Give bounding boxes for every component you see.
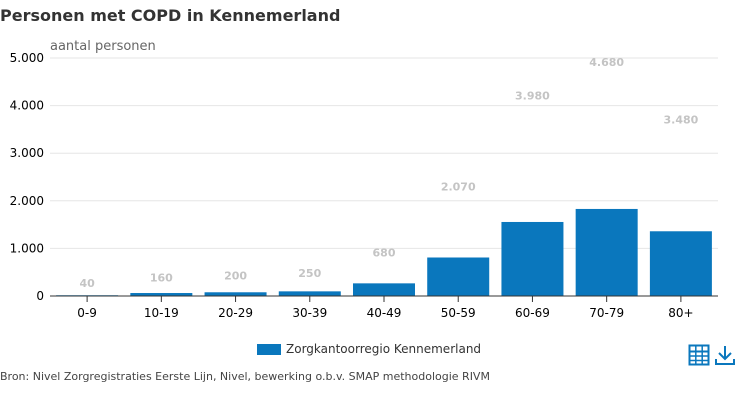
- x-tick-label: 10-19: [144, 306, 179, 320]
- x-tick-label: 70-79: [589, 306, 624, 320]
- bar[interactable]: [278, 291, 341, 296]
- data-label: 40: [79, 277, 95, 290]
- y-tick-label: 4.000: [10, 99, 44, 113]
- data-label: 200: [224, 269, 247, 282]
- data-label: 680: [373, 247, 396, 260]
- data-label: 160: [150, 271, 173, 284]
- data-label: 3.980: [515, 90, 550, 103]
- download-icon[interactable]: [714, 344, 736, 366]
- chart-title: Personen met COPD in Kennemerland: [0, 6, 341, 25]
- bar[interactable]: [130, 293, 193, 296]
- x-tick-label: 80+: [668, 306, 693, 320]
- bar[interactable]: [649, 231, 712, 296]
- bars: [56, 208, 712, 296]
- bar[interactable]: [575, 208, 638, 296]
- x-tick-label: 30-39: [292, 306, 327, 320]
- y-tick-label: 5.000: [10, 51, 44, 65]
- data-label: 4.680: [589, 56, 624, 69]
- x-tick-label: 20-29: [218, 306, 253, 320]
- x-tick-label: 40-49: [367, 306, 402, 320]
- bar[interactable]: [204, 292, 267, 296]
- legend[interactable]: Zorgkantoorregio Kennemerland: [257, 342, 481, 356]
- x-tick-label: 50-59: [441, 306, 476, 320]
- axes: [50, 295, 718, 302]
- y-tick-label: 1.000: [10, 241, 44, 255]
- source-note: Bron: Nivel Zorgregistraties Eerste Lijn…: [0, 370, 490, 383]
- table-icon[interactable]: [688, 344, 710, 366]
- data-label: 3.480: [663, 113, 698, 126]
- bar[interactable]: [353, 283, 415, 296]
- data-label: 2.070: [441, 180, 476, 193]
- y-axis-label: aantal personen: [50, 39, 156, 54]
- y-tick-label: 2.000: [10, 194, 44, 208]
- legend-swatch: [257, 343, 281, 355]
- data-label: 250: [298, 267, 321, 280]
- legend-label: Zorgkantoorregio Kennemerland: [286, 342, 482, 356]
- x-tick-label: 0-9: [77, 306, 97, 320]
- labels: 0 1.000 2.000 3.000 4.000 5.000 aantal persone…: [10, 39, 699, 320]
- x-tick-label: 60-69: [515, 306, 550, 320]
- y-tick-label: 0: [36, 289, 44, 303]
- bar[interactable]: [501, 221, 564, 296]
- y-tick-label: 3.000: [10, 146, 44, 160]
- bar[interactable]: [427, 257, 490, 296]
